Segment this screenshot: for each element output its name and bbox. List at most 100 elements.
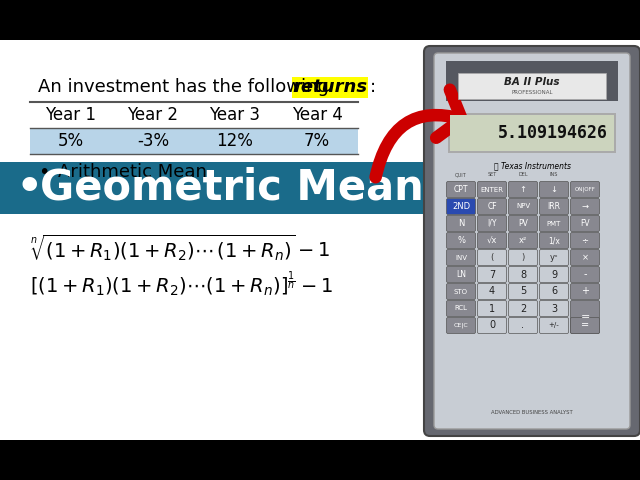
FancyBboxPatch shape	[540, 284, 568, 300]
Bar	[0, 440, 640, 480]
FancyBboxPatch shape	[509, 317, 538, 334]
Text: CE|C: CE|C	[454, 323, 468, 328]
Text: yˣ: yˣ	[550, 253, 558, 262]
Text: ×: ×	[582, 253, 589, 262]
Text: QUIT: QUIT	[455, 172, 467, 178]
Text: ADVANCED BUSINESS ANALYST: ADVANCED BUSINESS ANALYST	[491, 410, 573, 416]
Text: N: N	[458, 219, 464, 228]
FancyBboxPatch shape	[540, 300, 568, 316]
FancyBboxPatch shape	[447, 317, 476, 334]
FancyBboxPatch shape	[477, 284, 506, 300]
Text: %: %	[457, 236, 465, 245]
FancyBboxPatch shape	[509, 266, 538, 283]
FancyBboxPatch shape	[447, 181, 476, 197]
FancyBboxPatch shape	[477, 250, 506, 265]
Text: PROFESSIONAL: PROFESSIONAL	[511, 90, 553, 95]
Bar	[30, 128, 358, 154]
Text: +: +	[581, 287, 589, 297]
Text: An investment has the following: An investment has the following	[38, 78, 335, 96]
Text: FV: FV	[580, 219, 590, 228]
FancyBboxPatch shape	[447, 232, 476, 249]
Text: BA II Plus: BA II Plus	[504, 77, 560, 87]
Text: x²: x²	[519, 236, 527, 245]
FancyBboxPatch shape	[540, 232, 568, 249]
Text: -3%: -3%	[137, 132, 169, 150]
FancyBboxPatch shape	[509, 181, 538, 197]
Text: :: :	[370, 78, 376, 96]
Bar	[292, 76, 368, 97]
Text: returns: returns	[292, 78, 367, 96]
Text: 3: 3	[551, 303, 557, 313]
FancyBboxPatch shape	[447, 266, 476, 283]
FancyBboxPatch shape	[570, 266, 600, 283]
FancyBboxPatch shape	[540, 216, 568, 231]
Text: CPT: CPT	[454, 185, 468, 194]
Bar	[0, 40, 640, 440]
Text: Year 1: Year 1	[45, 106, 97, 124]
FancyBboxPatch shape	[477, 181, 506, 197]
Text: INV: INV	[455, 254, 467, 261]
FancyBboxPatch shape	[447, 300, 476, 316]
FancyBboxPatch shape	[570, 216, 600, 231]
FancyBboxPatch shape	[540, 266, 568, 283]
Text: 5%: 5%	[58, 132, 84, 150]
Text: .: .	[522, 321, 525, 331]
FancyBboxPatch shape	[570, 199, 600, 215]
Text: Year 4: Year 4	[292, 106, 342, 124]
Text: Year 2: Year 2	[127, 106, 179, 124]
FancyBboxPatch shape	[570, 300, 600, 334]
FancyBboxPatch shape	[540, 317, 568, 334]
FancyBboxPatch shape	[540, 250, 568, 265]
FancyBboxPatch shape	[570, 317, 600, 334]
Text: 0: 0	[489, 321, 495, 331]
Text: INS: INS	[550, 172, 558, 178]
FancyBboxPatch shape	[509, 284, 538, 300]
Bar	[446, 61, 618, 101]
Text: Arithmetic Mean: Arithmetic Mean	[58, 163, 207, 181]
Bar	[30, 102, 358, 128]
FancyBboxPatch shape	[540, 199, 568, 215]
FancyBboxPatch shape	[434, 53, 630, 429]
Text: (: (	[490, 253, 493, 262]
Text: ON|OFF: ON|OFF	[575, 187, 595, 192]
Text: STO: STO	[454, 288, 468, 295]
Text: IRR: IRR	[547, 202, 561, 211]
FancyBboxPatch shape	[570, 250, 600, 265]
Text: =: =	[581, 321, 589, 331]
FancyBboxPatch shape	[447, 199, 476, 215]
FancyBboxPatch shape	[477, 300, 506, 316]
Text: $[(1+R_1)(1+R_2)\cdots(1+R_n)]^{\frac{1}{n}} - 1$: $[(1+R_1)(1+R_2)\cdots(1+R_n)]^{\frac{1}…	[30, 269, 333, 299]
Bar	[0, 0, 640, 40]
Text: 1/x: 1/x	[548, 236, 560, 245]
FancyBboxPatch shape	[477, 232, 506, 249]
Text: 7%: 7%	[304, 132, 330, 150]
FancyBboxPatch shape	[509, 232, 538, 249]
Text: 7: 7	[489, 269, 495, 279]
Bar	[0, 162, 440, 214]
Text: ÷: ÷	[582, 236, 589, 245]
Text: Year 3: Year 3	[209, 106, 260, 124]
Text: •: •	[38, 163, 49, 181]
FancyBboxPatch shape	[447, 284, 476, 300]
Text: 5: 5	[520, 287, 526, 297]
FancyBboxPatch shape	[424, 46, 640, 436]
FancyBboxPatch shape	[477, 317, 506, 334]
Text: √x: √x	[487, 236, 497, 245]
Text: 12%: 12%	[216, 132, 253, 150]
Text: 8: 8	[520, 269, 526, 279]
Text: 1: 1	[489, 303, 495, 313]
FancyBboxPatch shape	[570, 232, 600, 249]
Text: 6: 6	[551, 287, 557, 297]
FancyArrowPatch shape	[376, 90, 461, 177]
FancyBboxPatch shape	[540, 181, 568, 197]
Text: 2: 2	[520, 303, 526, 313]
Bar	[448, 113, 616, 153]
FancyBboxPatch shape	[509, 250, 538, 265]
Text: PV: PV	[518, 219, 528, 228]
Text: 5.109194626: 5.109194626	[498, 124, 608, 142]
Bar	[450, 115, 614, 151]
Text: ): )	[522, 253, 525, 262]
Text: I/Y: I/Y	[487, 219, 497, 228]
Text: -: -	[583, 269, 587, 279]
FancyBboxPatch shape	[570, 284, 600, 300]
